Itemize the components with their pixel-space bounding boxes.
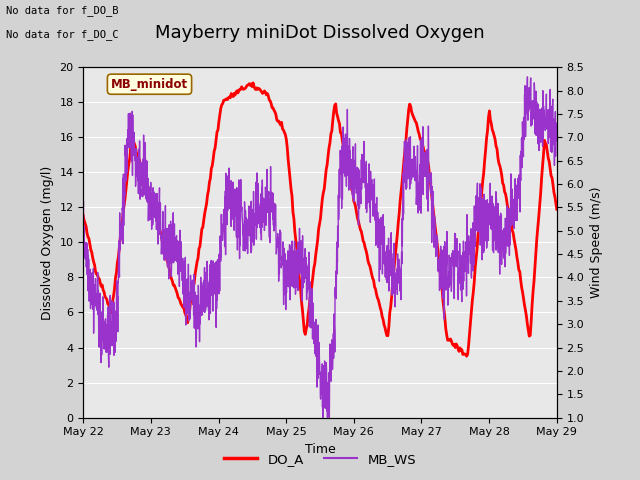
Y-axis label: Wind Speed (m/s): Wind Speed (m/s) — [590, 187, 603, 298]
MB_WS — [553, 129, 561, 134]
MB_WS — [452, 259, 460, 265]
MB_WS — [540, 103, 547, 109]
DO_A — [469, 289, 477, 295]
DO_A — [79, 213, 87, 218]
MB_WS — [104, 320, 111, 326]
MB_WS — [540, 136, 547, 142]
DO_A — [308, 282, 316, 288]
Text: No data for f_DO_B: No data for f_DO_B — [6, 5, 119, 16]
DO_A — [463, 353, 470, 359]
Line: MB_WS: MB_WS — [83, 77, 557, 418]
Line: DO_A: DO_A — [83, 83, 557, 356]
DO_A — [305, 305, 313, 311]
Y-axis label: Dissolved Oxygen (mg/l): Dissolved Oxygen (mg/l) — [41, 165, 54, 320]
MB_WS — [79, 213, 87, 218]
MB_WS — [297, 255, 305, 261]
DO_A — [249, 80, 257, 86]
DO_A — [362, 248, 370, 253]
Legend: DO_A, MB_WS: DO_A, MB_WS — [219, 447, 421, 471]
Text: No data for f_DO_C: No data for f_DO_C — [6, 29, 119, 40]
Text: MB_minidot: MB_minidot — [111, 78, 188, 91]
DO_A — [553, 206, 561, 212]
X-axis label: Time: Time — [305, 443, 335, 456]
DO_A — [337, 130, 344, 135]
DO_A — [543, 149, 551, 155]
Text: Mayberry miniDot Dissolved Oxygen: Mayberry miniDot Dissolved Oxygen — [155, 24, 485, 42]
MB_WS — [319, 415, 327, 420]
MB_WS — [524, 74, 531, 80]
MB_WS — [310, 326, 317, 332]
